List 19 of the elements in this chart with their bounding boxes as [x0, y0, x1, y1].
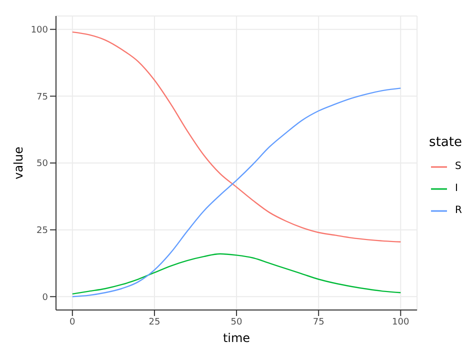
line-series: [72, 253, 402, 295]
x-tick-label: 25: [148, 317, 160, 328]
legend-label: R: [455, 205, 462, 216]
y-tick-label: 0: [42, 292, 48, 303]
y-axis-title: value: [11, 146, 26, 180]
y-tick-label: 50: [36, 159, 48, 170]
legend-label: I: [455, 183, 458, 194]
legend-label: S: [455, 161, 462, 172]
legend-title: state: [429, 134, 462, 150]
line-series: [72, 88, 402, 298]
y-tick-label: 100: [30, 26, 48, 36]
x-tick-label: 50: [230, 317, 243, 328]
x-tick-label: 75: [312, 317, 324, 328]
x-tick-label: 0: [70, 317, 76, 328]
x-axis-title: time: [222, 331, 250, 345]
line-series: [72, 31, 402, 242]
x-tick-label: 100: [392, 317, 410, 328]
y-tick-label: 25: [36, 226, 48, 236]
y-tick-label: 75: [36, 92, 48, 102]
